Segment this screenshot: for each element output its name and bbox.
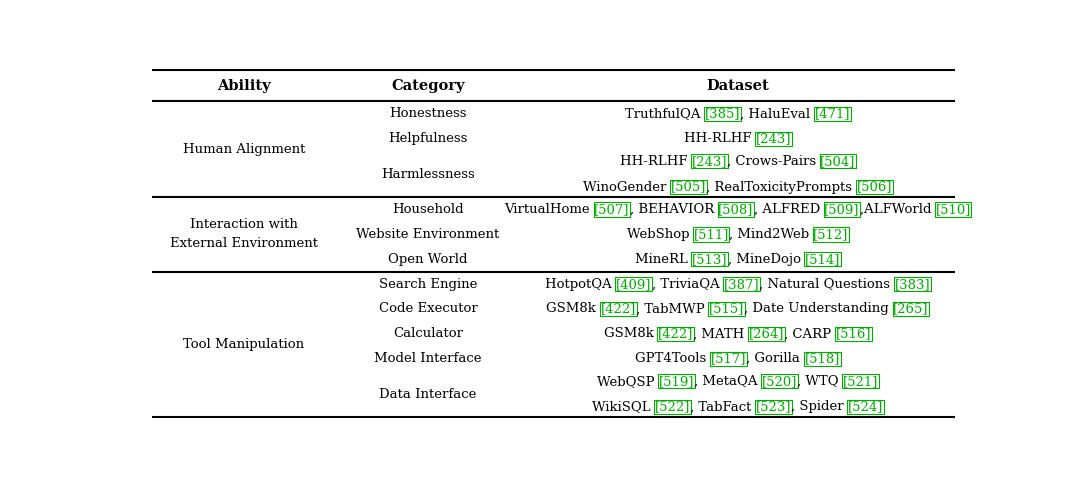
- Text: [504]: [504]: [821, 155, 855, 168]
- Text: MineRL: MineRL: [635, 253, 692, 266]
- Text: Calculator: Calculator: [393, 327, 463, 341]
- Text: [387]: [387]: [724, 278, 759, 291]
- Text: [518]: [518]: [805, 352, 840, 365]
- Text: Harmlessness: Harmlessness: [381, 168, 475, 181]
- Text: , Mind2Web: , Mind2Web: [729, 228, 813, 241]
- Text: [409]: [409]: [616, 278, 651, 291]
- Text: Ability: Ability: [217, 79, 271, 93]
- Text: HH-RLHF: HH-RLHF: [620, 155, 691, 168]
- Text: , MetaQA: , MetaQA: [694, 375, 761, 388]
- Text: Category: Category: [391, 79, 464, 93]
- Text: [516]: [516]: [836, 327, 872, 341]
- Text: , MATH: , MATH: [693, 327, 748, 341]
- Text: [422]: [422]: [658, 327, 693, 341]
- Text: [520]: [520]: [761, 375, 797, 388]
- Text: , MineDojo: , MineDojo: [728, 253, 805, 266]
- Text: , Gorilla: , Gorilla: [746, 352, 805, 365]
- Text: , Date Understanding: , Date Understanding: [744, 302, 893, 316]
- Text: [519]: [519]: [659, 375, 694, 388]
- Text: Dataset: Dataset: [706, 79, 769, 93]
- Text: , TriviaQA: , TriviaQA: [651, 278, 724, 291]
- Text: ,ALFWorld: ,ALFWorld: [860, 203, 935, 216]
- Text: [471]: [471]: [814, 107, 850, 120]
- Text: [511]: [511]: [693, 228, 729, 241]
- Text: [512]: [512]: [813, 228, 849, 241]
- Text: [505]: [505]: [671, 181, 706, 194]
- Text: TruthfulQA: TruthfulQA: [625, 107, 705, 120]
- Text: Interaction with
External Environment: Interaction with External Environment: [170, 218, 318, 251]
- Text: , Crows-Pairs: , Crows-Pairs: [727, 155, 821, 168]
- Text: [264]: [264]: [748, 327, 784, 341]
- Text: , Spider: , Spider: [792, 400, 848, 413]
- Text: WebShop: WebShop: [626, 228, 693, 241]
- Text: [517]: [517]: [711, 352, 746, 365]
- Text: Helpfulness: Helpfulness: [389, 132, 468, 145]
- Text: GPT4Tools: GPT4Tools: [635, 352, 711, 365]
- Text: , Natural Questions: , Natural Questions: [759, 278, 894, 291]
- Text: [243]: [243]: [691, 155, 727, 168]
- Text: [510]: [510]: [935, 203, 971, 216]
- Text: [508]: [508]: [718, 203, 754, 216]
- Text: , TabMWP: , TabMWP: [636, 302, 708, 316]
- Text: Code Executor: Code Executor: [379, 302, 477, 316]
- Text: Search Engine: Search Engine: [379, 278, 477, 291]
- Text: [422]: [422]: [600, 302, 636, 316]
- Text: WebQSP: WebQSP: [597, 375, 659, 388]
- Text: , HaluEval: , HaluEval: [740, 107, 814, 120]
- Text: , TabFact: , TabFact: [690, 400, 756, 413]
- Text: Data Interface: Data Interface: [379, 388, 476, 400]
- Text: GSM8k: GSM8k: [604, 327, 658, 341]
- Text: , RealToxicityPrompts: , RealToxicityPrompts: [706, 181, 856, 194]
- Text: [507]: [507]: [594, 203, 630, 216]
- Text: [265]: [265]: [893, 302, 929, 316]
- Text: Open World: Open World: [388, 253, 468, 266]
- Text: , CARP: , CARP: [784, 327, 836, 341]
- Text: Tool Manipulation: Tool Manipulation: [184, 338, 305, 351]
- Text: [514]: [514]: [805, 253, 840, 266]
- Text: [515]: [515]: [708, 302, 744, 316]
- Text: [385]: [385]: [705, 107, 740, 120]
- Text: [521]: [521]: [843, 375, 878, 388]
- Text: Website Environment: Website Environment: [356, 228, 500, 241]
- Text: Household: Household: [392, 203, 463, 216]
- Text: Model Interface: Model Interface: [374, 352, 482, 365]
- Text: WikiSQL: WikiSQL: [592, 400, 654, 413]
- Text: , ALFRED: , ALFRED: [754, 203, 824, 216]
- Text: [523]: [523]: [756, 400, 792, 413]
- Text: [243]: [243]: [756, 132, 792, 145]
- Text: WinoGender: WinoGender: [583, 181, 671, 194]
- Text: [506]: [506]: [856, 181, 892, 194]
- Text: Human Alignment: Human Alignment: [183, 143, 305, 156]
- Text: [383]: [383]: [894, 278, 930, 291]
- Text: [522]: [522]: [654, 400, 690, 413]
- Text: HotpotQA: HotpotQA: [545, 278, 616, 291]
- Text: GSM8k: GSM8k: [546, 302, 600, 316]
- Text: [509]: [509]: [824, 203, 860, 216]
- Text: [524]: [524]: [848, 400, 883, 413]
- Text: VirtualHome: VirtualHome: [504, 203, 594, 216]
- Text: , BEHAVIOR: , BEHAVIOR: [630, 203, 718, 216]
- Text: Honestness: Honestness: [389, 107, 467, 120]
- Text: [513]: [513]: [692, 253, 728, 266]
- Text: , WTQ: , WTQ: [797, 375, 843, 388]
- Text: HH-RLHF: HH-RLHF: [684, 132, 756, 145]
